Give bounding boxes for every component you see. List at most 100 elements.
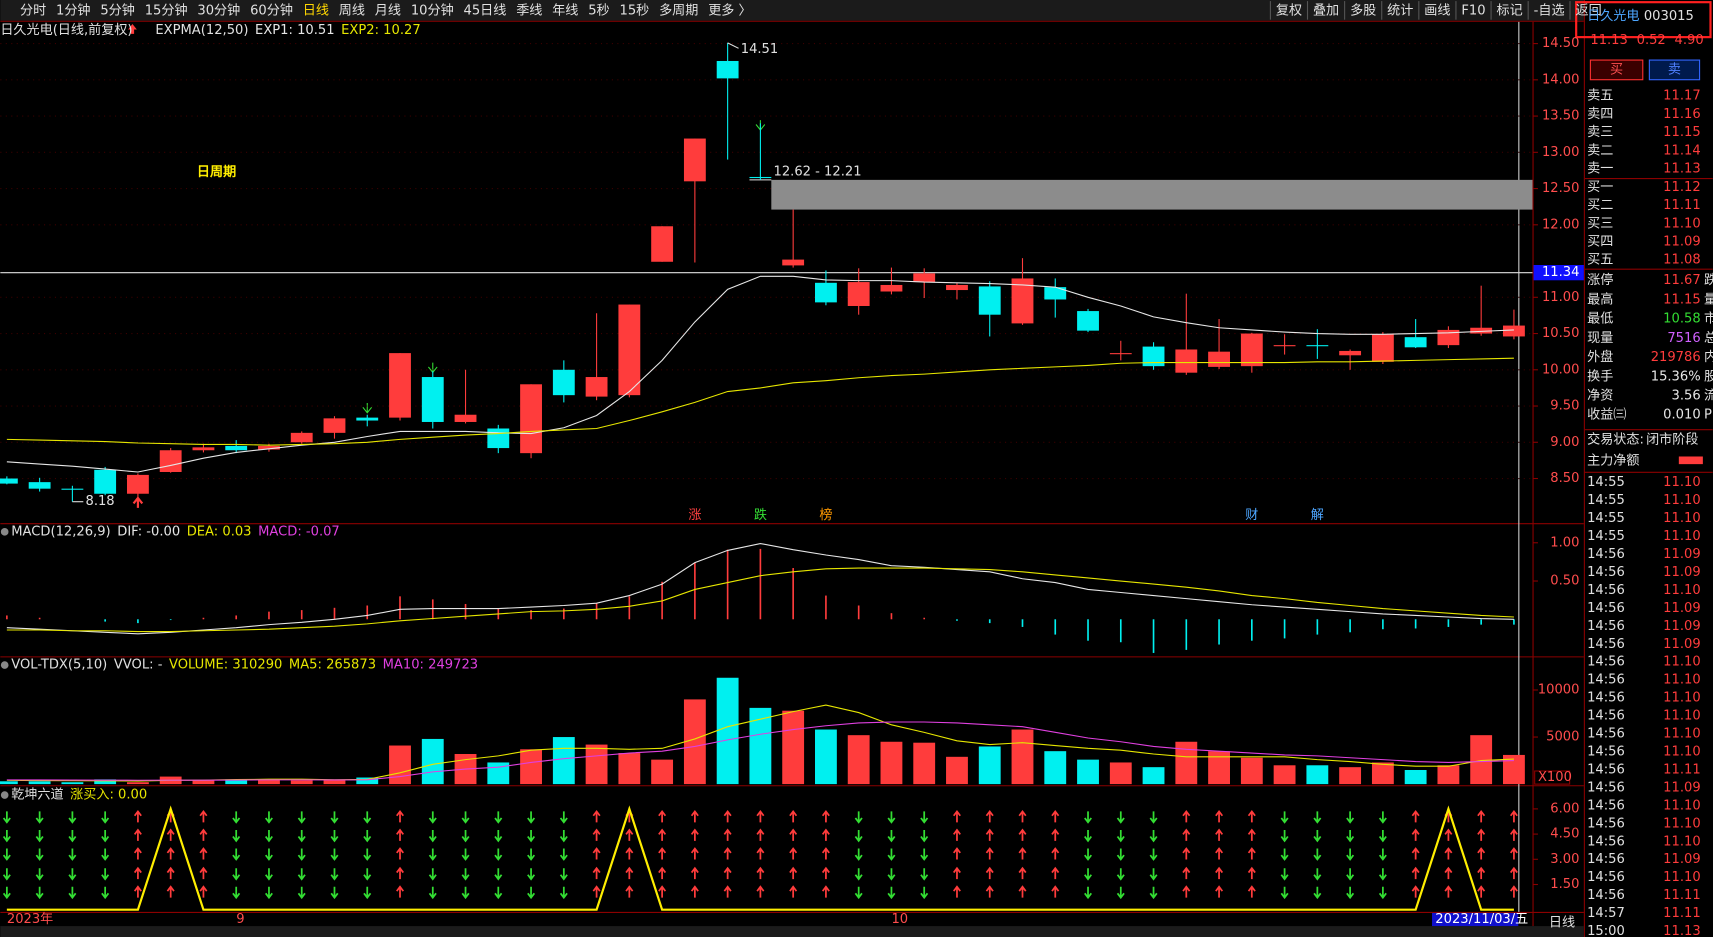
stat-next: 跌 (1704, 272, 1713, 288)
period-tab[interactable]: 日线 (303, 2, 329, 18)
period-tab[interactable]: 45日线 (464, 2, 507, 18)
signal-arrow (1247, 828, 1256, 841)
period-tab[interactable]: 30分钟 (197, 1, 240, 18)
signal-arrow (1215, 828, 1224, 841)
signal-arrow (1051, 809, 1060, 823)
signal-arrow (264, 886, 273, 900)
y-tick-label: 3.00 (1550, 852, 1579, 867)
tool-button[interactable]: 画线 (1424, 2, 1450, 18)
tool-button[interactable]: 多股 (1350, 1, 1376, 18)
signal-arrow (264, 829, 273, 843)
signal-arrow (1313, 829, 1322, 843)
period-tab[interactable]: 季线 (516, 2, 542, 18)
tool-button[interactable]: 返回 (1575, 2, 1601, 18)
signal-arrow (330, 848, 339, 861)
period-tab[interactable]: 年线 (552, 2, 578, 18)
signal-arrow (363, 868, 372, 881)
candle-body (552, 369, 575, 396)
volume-bar (1371, 762, 1394, 785)
tick-time: 14:56 (1587, 834, 1625, 849)
signal-arrow (1313, 868, 1322, 881)
signal-arrow (297, 811, 306, 824)
tick-price: 11.11 (1663, 762, 1701, 777)
tick-time: 14:56 (1587, 745, 1625, 760)
period-tab[interactable]: 分时 (20, 2, 46, 18)
signal-arrow (199, 809, 208, 823)
volume-bar (1011, 729, 1034, 785)
signal-arrow (1116, 829, 1125, 843)
signal-arrow (297, 886, 306, 900)
period-tab[interactable]: 多周期 (659, 1, 698, 18)
tick-price: 11.10 (1663, 511, 1701, 526)
y-tick-label: 13.00 (1542, 145, 1579, 160)
signal-arrow (1018, 809, 1027, 823)
period-tab[interactable]: 15秒 (619, 2, 649, 18)
y-tick-label: 14.50 (1542, 36, 1579, 51)
tick-time: 14:56 (1587, 655, 1625, 670)
signal-arrow (396, 847, 404, 860)
period-tab[interactable]: 15分钟 (145, 1, 188, 18)
period-indicator[interactable]: 日线 (1549, 914, 1575, 930)
candle-body (1175, 349, 1198, 373)
period-tab[interactable]: 5秒 (588, 2, 609, 18)
unit-box (1534, 770, 1571, 785)
signal-arrow (887, 811, 896, 824)
signal-arrow (2, 886, 11, 900)
signal-arrow (985, 828, 994, 841)
period-tab[interactable]: 1分钟 (56, 1, 91, 18)
buy-button[interactable]: 买 (1610, 61, 1623, 77)
panel-icon (0, 791, 9, 799)
max-label: 14.51 (741, 42, 779, 57)
signal-arrow (101, 886, 110, 900)
ma5-label: MA5: 265873 (289, 658, 376, 673)
signal-arrow (559, 829, 568, 843)
period-tab[interactable]: 5分钟 (100, 1, 135, 18)
period-tab[interactable]: 10分钟 (411, 1, 454, 18)
tool-button[interactable]: 叠加 (1313, 2, 1339, 18)
sell-button-bg[interactable] (1648, 59, 1701, 81)
ma5-line (6, 704, 1514, 782)
vvol-label: VVOL: - (114, 658, 163, 673)
volume-label: VOLUME: 310290 (169, 658, 282, 673)
candle-body (487, 428, 510, 449)
tool-button[interactable]: F10 (1461, 3, 1485, 18)
book-label: 买一 (1587, 179, 1613, 195)
signal-arrow (756, 828, 765, 841)
y-tick-label: 14.00 (1542, 72, 1579, 87)
stat-value: 219786 (1651, 350, 1701, 365)
tick-time: 14:56 (1587, 888, 1625, 903)
signal-arrow (428, 868, 437, 881)
signal-arrow (68, 868, 77, 881)
signal-arrow (363, 811, 372, 824)
signal-arrow (1444, 866, 1453, 880)
tick-time: 14:56 (1587, 601, 1625, 616)
buy-button-bg[interactable] (1589, 59, 1644, 81)
candle-body (1109, 353, 1132, 355)
signal-arrow (1444, 885, 1453, 898)
signal-arrow (363, 829, 372, 843)
tick-price: 11.10 (1663, 493, 1701, 508)
period-tab[interactable]: 月线 (375, 2, 401, 18)
volume-bar (1077, 759, 1099, 785)
sell-button[interactable]: 卖 (1668, 61, 1681, 77)
candle-body (1339, 350, 1362, 356)
signal-arrow (494, 868, 503, 881)
tool-button[interactable]: -自选 (1534, 2, 1565, 18)
toolbar-bg (0, 0, 1584, 21)
book-price: 11.16 (1663, 107, 1701, 122)
tick-time: 14:56 (1587, 780, 1625, 795)
signal-arrow (658, 809, 667, 823)
signal-arrow (1247, 885, 1256, 898)
signal-arrow (1509, 828, 1518, 841)
period-tab[interactable]: 更多 〉 (708, 1, 751, 18)
period-tab[interactable]: 60分钟 (250, 1, 293, 18)
signal-arrow (68, 848, 77, 861)
tool-button[interactable]: 统计 (1387, 2, 1413, 18)
stat-label: 外盘 (1587, 348, 1613, 365)
tool-button[interactable]: 标记 (1497, 2, 1523, 18)
period-tab[interactable]: 周线 (339, 2, 365, 18)
signal-arrow (952, 847, 961, 860)
tool-button[interactable]: 复权 (1276, 1, 1302, 18)
signal-arrow (396, 828, 404, 841)
signal-arrow (1378, 886, 1387, 900)
